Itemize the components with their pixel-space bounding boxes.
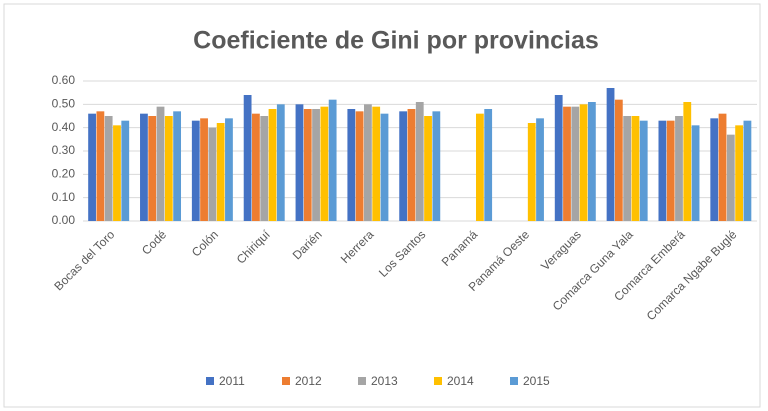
bar	[658, 120, 667, 221]
bar	[225, 118, 233, 221]
bar	[527, 123, 536, 221]
bar	[303, 109, 312, 221]
legend-swatch	[434, 377, 442, 385]
legend-label: 2013	[371, 374, 398, 388]
bar	[407, 109, 416, 221]
bar	[683, 102, 692, 221]
bar	[606, 88, 615, 221]
bar	[328, 99, 337, 221]
bar	[691, 125, 700, 221]
bar	[121, 120, 130, 221]
bar	[536, 118, 544, 221]
bar	[484, 109, 493, 221]
bar	[148, 116, 157, 221]
bar	[88, 113, 96, 221]
bar	[208, 127, 217, 221]
bar	[243, 95, 252, 221]
bar	[554, 95, 563, 221]
bar	[320, 106, 329, 221]
bar	[579, 104, 588, 221]
bar	[614, 99, 623, 221]
bar	[710, 118, 719, 221]
legend-label: 2015	[523, 374, 550, 388]
bar	[399, 111, 408, 221]
legend-label: 2011	[219, 374, 245, 388]
bar	[156, 106, 165, 221]
legend-swatch	[510, 377, 518, 385]
y-tick-label: 0.60	[52, 73, 76, 87]
bar	[675, 116, 683, 221]
y-tick-label: 0.00	[52, 213, 76, 227]
legend-swatch	[206, 377, 214, 385]
y-tick-label: 0.20	[52, 167, 76, 181]
y-tick-label: 0.50	[52, 97, 76, 111]
legend-label: 2012	[295, 374, 322, 388]
bar	[587, 102, 596, 221]
bar	[563, 106, 571, 221]
legend-label: 2014	[447, 374, 474, 388]
bar	[380, 113, 389, 221]
bar	[571, 106, 580, 221]
bar	[424, 116, 432, 221]
bar	[200, 118, 208, 221]
y-tick-label: 0.30	[52, 143, 76, 157]
bar	[726, 134, 735, 221]
bar	[104, 116, 113, 221]
bar	[268, 109, 277, 221]
bar	[295, 104, 304, 221]
bar	[347, 109, 356, 221]
bar	[718, 113, 727, 221]
legend-swatch	[358, 377, 366, 385]
bar	[415, 102, 424, 221]
chart-title: Coeficiente de Gini por provincias	[193, 27, 599, 55]
bar	[216, 123, 225, 221]
bar	[140, 113, 148, 221]
y-tick-label: 0.10	[52, 190, 76, 204]
bar	[276, 104, 285, 221]
bar	[639, 120, 648, 221]
bar	[743, 120, 752, 221]
bar	[173, 111, 182, 221]
bar	[372, 106, 381, 221]
bar	[191, 120, 200, 221]
bar	[364, 104, 372, 221]
bar	[355, 111, 364, 221]
bar	[260, 116, 269, 221]
bar	[475, 113, 484, 221]
bar	[666, 120, 675, 221]
bar	[252, 113, 260, 221]
bar	[96, 111, 105, 221]
bar	[312, 109, 320, 221]
y-tick-label: 0.40	[52, 120, 76, 134]
bar	[164, 116, 173, 221]
bar	[623, 116, 632, 221]
legend-swatch	[282, 377, 290, 385]
bar	[113, 125, 121, 221]
bar	[735, 125, 744, 221]
bar	[631, 116, 640, 221]
bar	[432, 111, 441, 221]
